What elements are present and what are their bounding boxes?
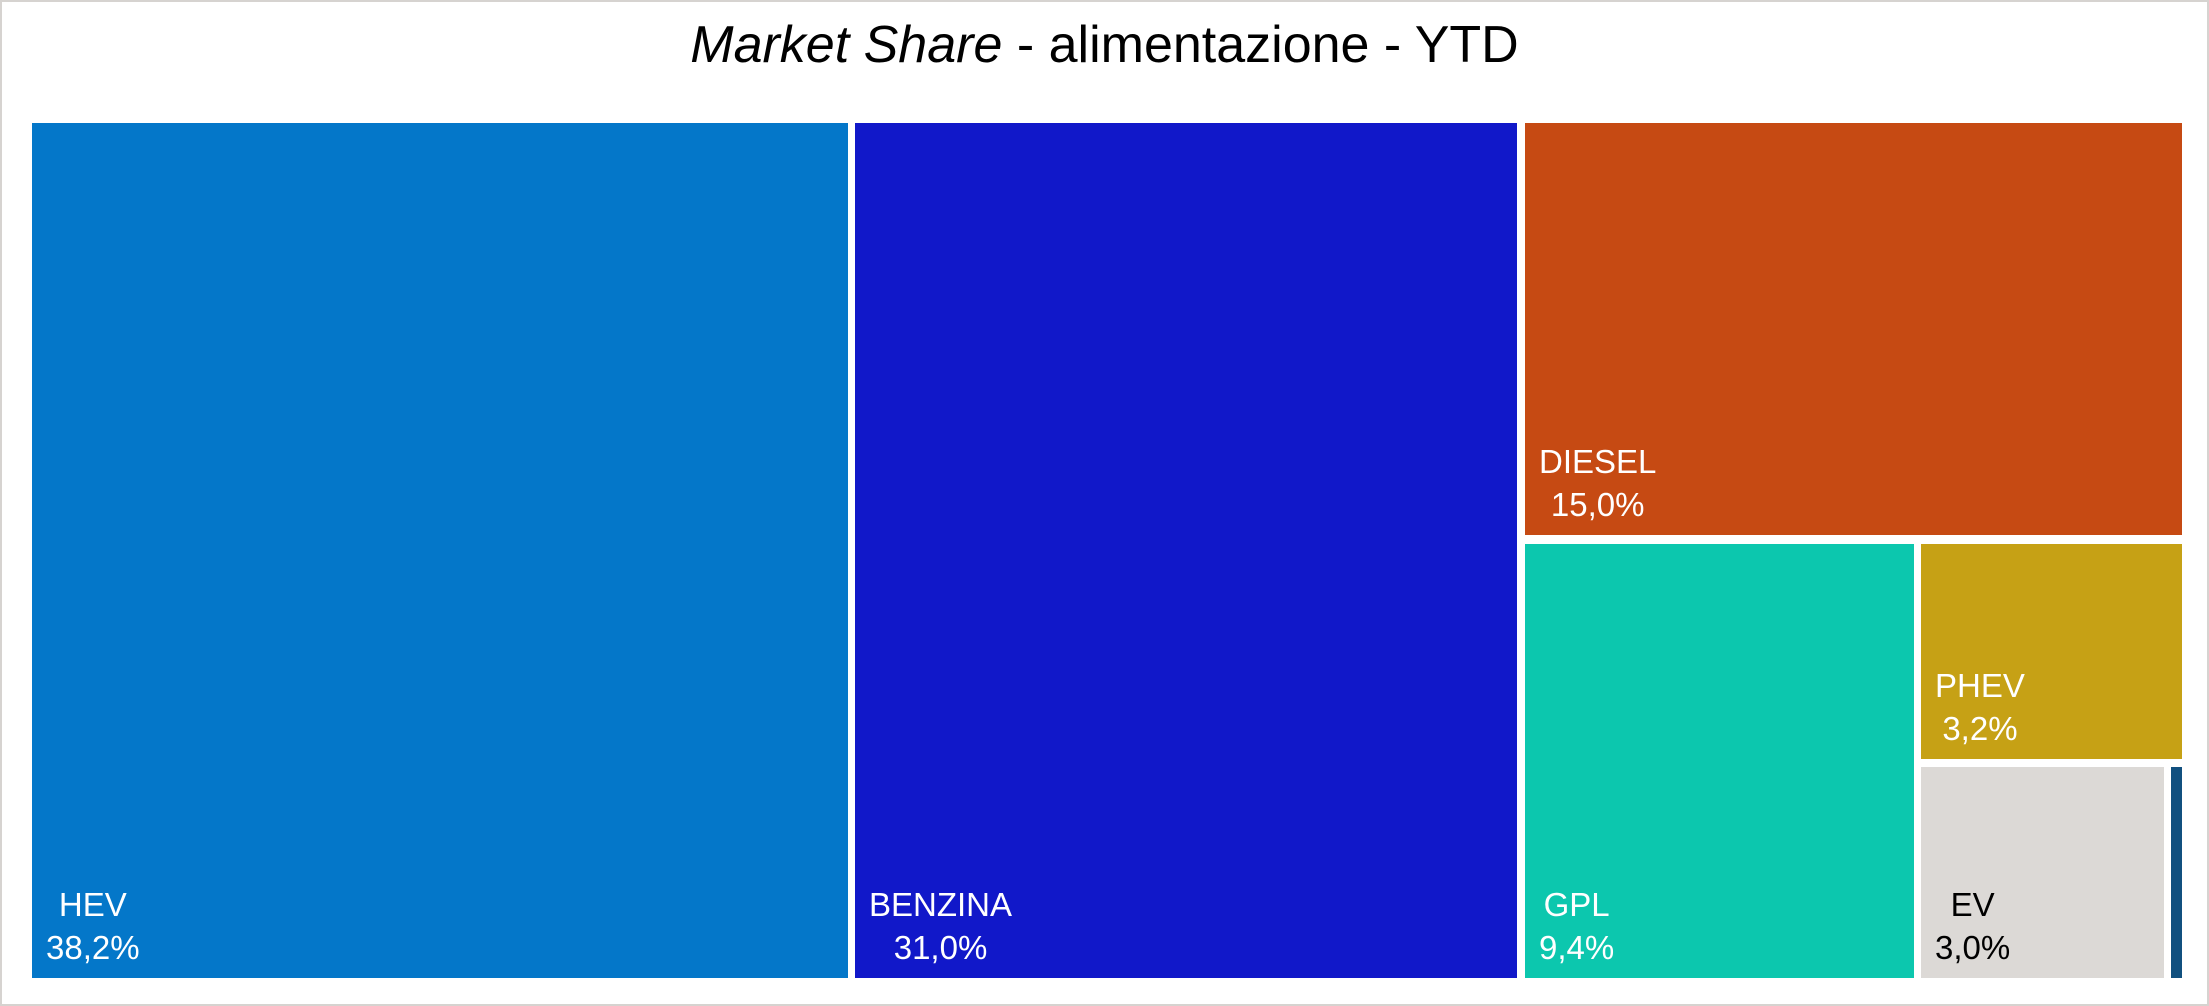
treemap-segment-unlabeled[interactable] <box>2171 767 2182 978</box>
segment-label-block: EV 3,0% <box>1935 884 2010 970</box>
segment-label-block: GPL 9,4% <box>1539 884 1614 970</box>
treemap-segment-hev[interactable]: HEV 38,2% <box>32 123 848 978</box>
segment-label-block: PHEV 3,2% <box>1935 665 2025 751</box>
treemap-segment-diesel[interactable]: DIESEL 15,0% <box>1525 123 2182 535</box>
segment-label-block: HEV 38,2% <box>46 884 140 970</box>
chart-title-regular-part: - alimentazione - YTD <box>1002 16 1519 74</box>
segment-value: 9,4% <box>1539 929 1615 967</box>
segment-name: PHEV <box>1935 667 2025 705</box>
segment-label-block: BENZINA 31,0% <box>869 884 1012 970</box>
segment-name: GPL <box>1543 886 1610 924</box>
segment-value: 3,2% <box>1942 710 2018 748</box>
segment-name: HEV <box>58 886 127 924</box>
treemap-segment-ev[interactable]: EV 3,0% <box>1921 767 2164 978</box>
segment-name: EV <box>1950 886 1995 924</box>
chart-title: Market Share - alimentazione - YTD <box>2 16 2207 76</box>
segment-value: 38,2% <box>46 929 140 967</box>
segment-name: DIESEL <box>1539 443 1657 481</box>
segment-value: 15,0% <box>1550 486 1645 524</box>
treemap-segment-gpl[interactable]: GPL 9,4% <box>1525 544 1914 978</box>
treemap-segment-benzina[interactable]: BENZINA 31,0% <box>855 123 1517 978</box>
segment-label-block: DIESEL 15,0% <box>1539 441 1656 527</box>
segment-value: 31,0% <box>893 929 988 967</box>
chart-title-italic-part: Market Share <box>690 16 1003 74</box>
segment-name: BENZINA <box>869 886 1013 924</box>
segment-value: 3,0% <box>1935 929 2011 967</box>
treemap-segment-phev[interactable]: PHEV 3,2% <box>1921 544 2182 759</box>
